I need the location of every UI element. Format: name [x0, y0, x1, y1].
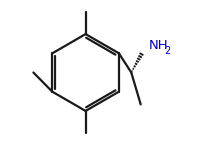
- Text: 2: 2: [164, 47, 170, 56]
- Text: NH: NH: [149, 39, 168, 52]
